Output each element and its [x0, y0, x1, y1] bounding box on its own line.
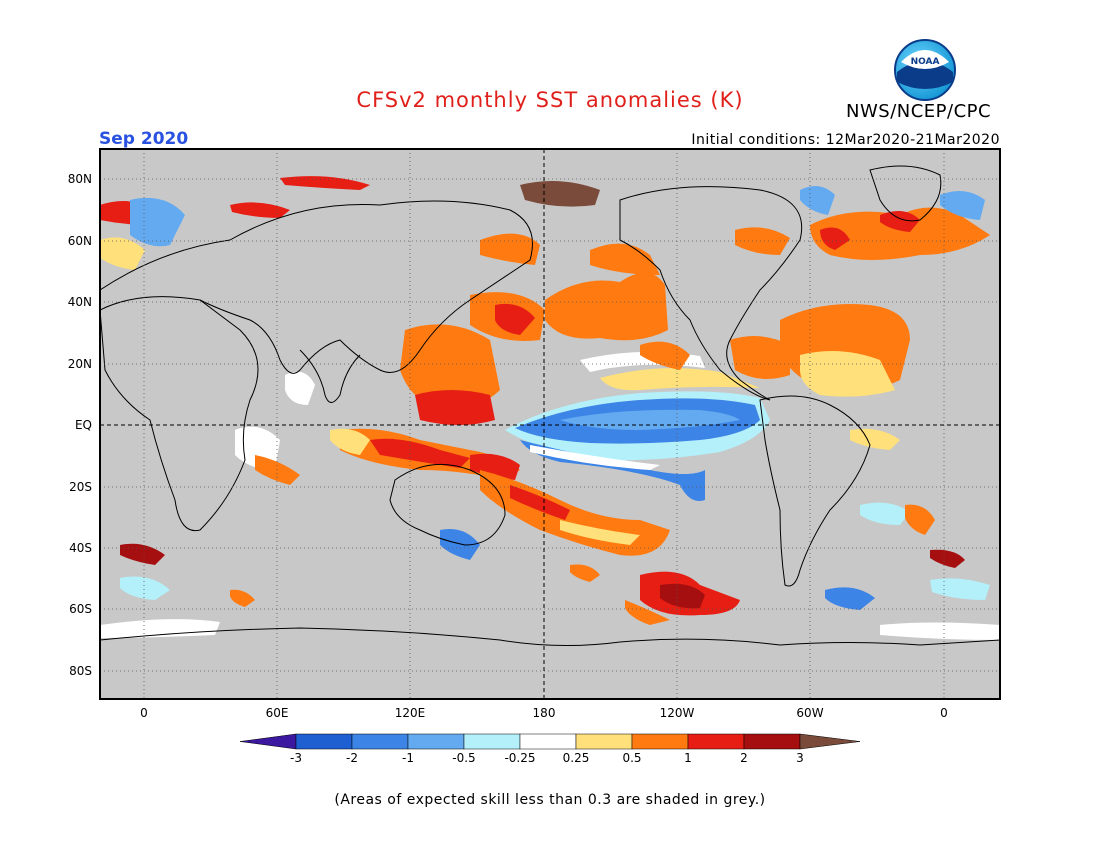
colorbar-segment — [351, 733, 409, 750]
lon-label: 120E — [395, 706, 426, 720]
lat-label: 40S — [69, 541, 92, 555]
colorbar: -3 -2 -1 -0.5 -0.25 0.25 0.5 1 2 3 — [239, 733, 861, 765]
lon-label: 60W — [796, 706, 823, 720]
lat-label: 80S — [69, 664, 92, 678]
colorbar-segment — [295, 733, 353, 750]
map-frame — [99, 148, 1001, 700]
target-month: Sep 2020 — [99, 129, 189, 149]
colorbar-tick-label: 0.5 — [622, 751, 641, 765]
anomaly-field — [100, 165, 1000, 647]
colorbar-tick-label: -0.25 — [504, 751, 535, 765]
colorbar-tick-label: -0.5 — [452, 751, 475, 765]
colorbar-tick-label: 1 — [684, 751, 692, 765]
lat-label: 40N — [68, 295, 92, 309]
lat-label: 60S — [69, 602, 92, 616]
colorbar-segment — [407, 733, 465, 750]
colorbar-tick-label: -2 — [346, 751, 358, 765]
lat-label: 20S — [69, 480, 92, 494]
lat-axis: 80N 60N 40N 20N EQ 20S 40S 60S 80S — [68, 172, 92, 678]
lon-label: 0 — [940, 706, 948, 720]
chart-title: CFSv2 monthly SST anomalies (K) — [356, 88, 744, 112]
lon-axis: 0 60E 120E 180 120W 60W 0 — [140, 706, 948, 720]
noaa-logo: NOAA — [894, 39, 956, 101]
colorbar-arrow-low — [239, 733, 297, 750]
lon-label: 180 — [533, 706, 556, 720]
lat-label: EQ — [75, 418, 92, 432]
colorbar-segment — [575, 733, 633, 750]
coastlines — [100, 165, 1000, 647]
colorbar-segment — [463, 733, 521, 750]
organization-label: NWS/NCEP/CPC — [846, 101, 992, 122]
colorbar-tick-label: -1 — [402, 751, 414, 765]
colorbar-tick-label: -3 — [290, 751, 302, 765]
lon-label: 120W — [660, 706, 695, 720]
colorbar-tick-label: 3 — [796, 751, 804, 765]
lon-label: 60E — [266, 706, 289, 720]
colorbar-segment — [743, 733, 801, 750]
lat-label: 60N — [68, 234, 92, 248]
lat-label: 20N — [68, 357, 92, 371]
lat-label: 80N — [68, 172, 92, 186]
colorbar-segment — [687, 733, 745, 750]
colorbar-tick-label: 0.25 — [563, 751, 590, 765]
colorbar-segment — [519, 733, 577, 750]
initial-conditions: Initial conditions: 12Mar2020-21Mar2020 — [691, 132, 1000, 148]
lon-label: 0 — [140, 706, 148, 720]
colorbar-segment — [631, 733, 689, 750]
colorbar-tick-label: 2 — [740, 751, 748, 765]
noaa-logo-text: NOAA — [911, 57, 940, 67]
colorbar-arrow-high — [799, 733, 861, 750]
skill-footnote: (Areas of expected skill less than 0.3 a… — [334, 792, 766, 808]
